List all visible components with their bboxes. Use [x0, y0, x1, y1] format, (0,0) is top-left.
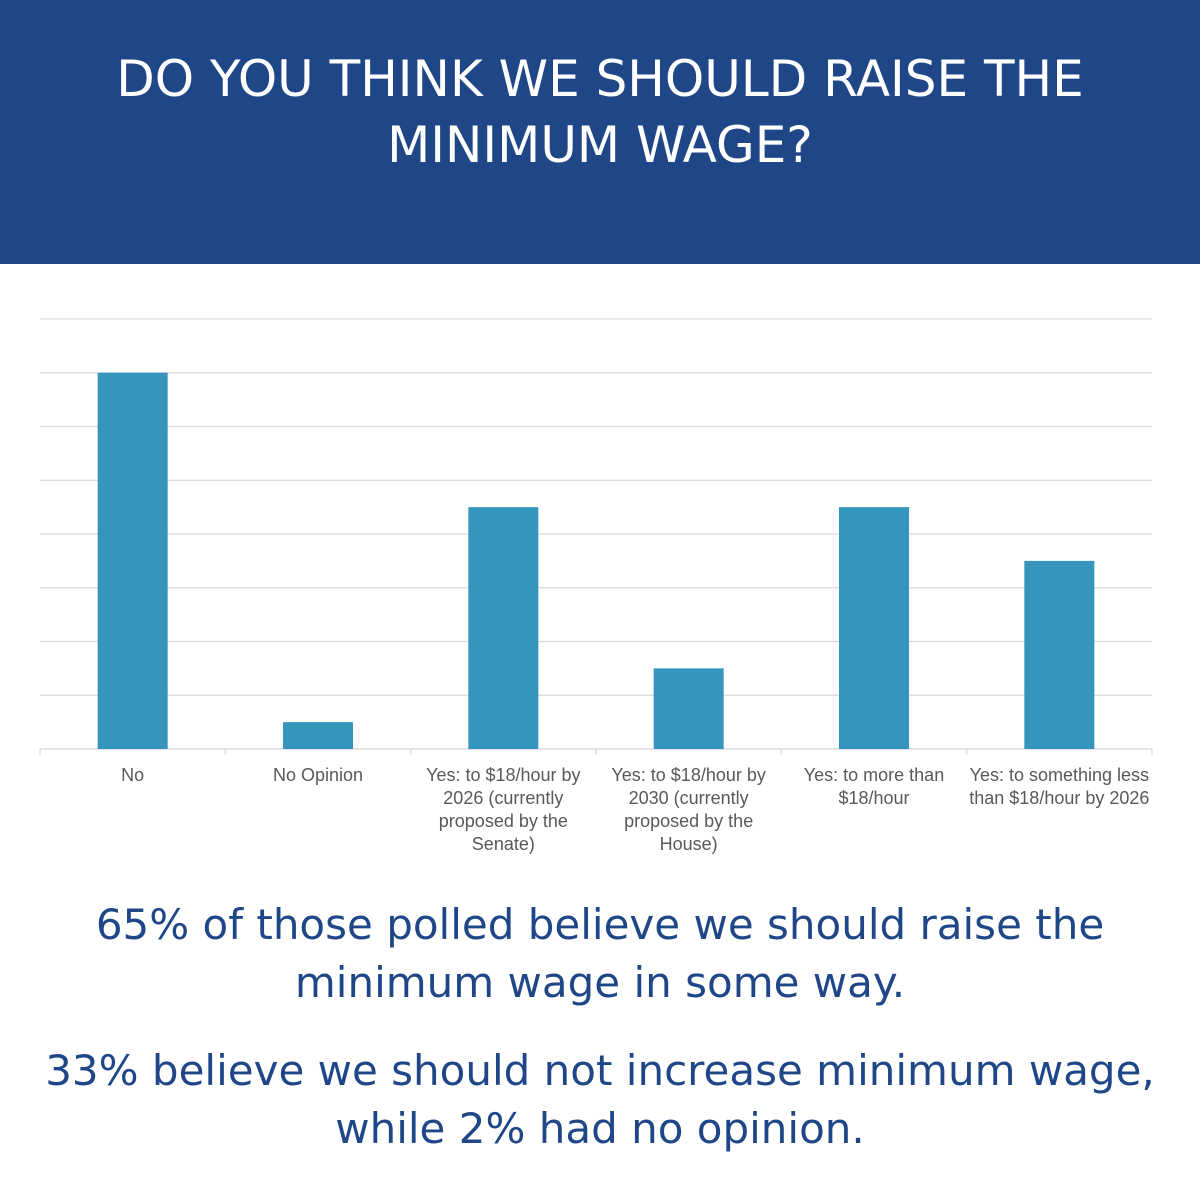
chart-title: DO YOU THINK WE SHOULD RAISE THE MINIMUM…: [116, 50, 1084, 174]
bar: [1024, 560, 1095, 749]
bar: [839, 507, 909, 749]
bar: [468, 507, 539, 749]
bar: [97, 372, 168, 749]
annotation: 33% believe we should not increase minim…: [45, 1046, 1155, 1153]
chart: [39, 318, 1153, 755]
header: DO YOU THINK WE SHOULD RAISE THE MINIMUM…: [0, 0, 1200, 264]
bar: [283, 722, 353, 749]
annotation: 65% of those polled believe we should ra…: [95, 900, 1105, 1007]
bar: [653, 668, 724, 749]
